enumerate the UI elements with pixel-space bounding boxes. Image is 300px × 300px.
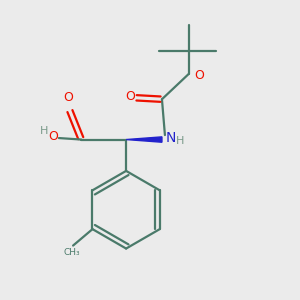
- Text: O: O: [194, 69, 204, 82]
- Text: H: H: [40, 127, 48, 136]
- Text: O: O: [49, 130, 58, 143]
- Text: O: O: [125, 90, 135, 103]
- Text: H: H: [176, 136, 184, 146]
- Text: CH₃: CH₃: [63, 248, 80, 257]
- Polygon shape: [126, 137, 162, 142]
- Text: O: O: [63, 91, 73, 104]
- Text: N: N: [166, 131, 176, 146]
